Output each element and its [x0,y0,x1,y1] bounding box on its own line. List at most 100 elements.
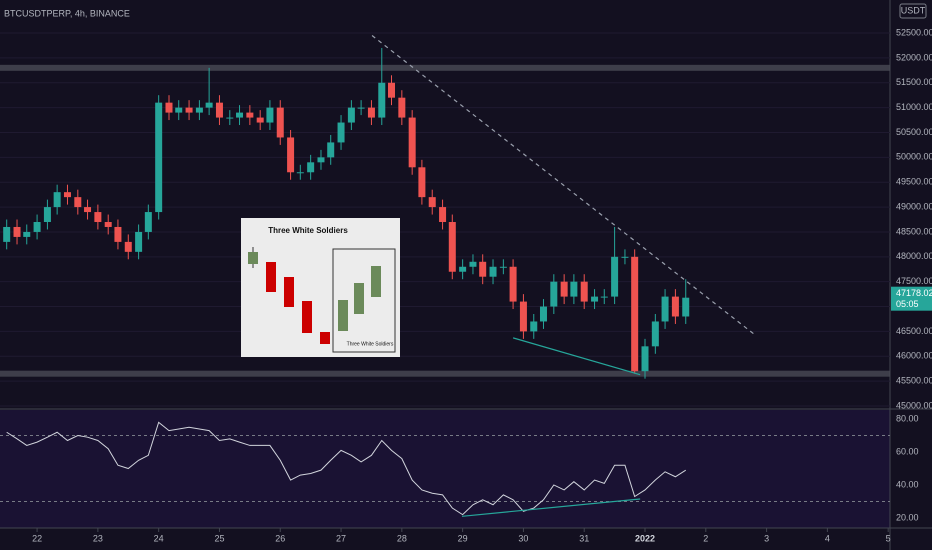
candle-body [580,281,588,302]
candle-body [550,281,558,307]
rsi-line [6,421,687,516]
y-tick-label: 46500.00 [896,326,932,336]
x-tick-label: 30 [518,533,528,543]
candle-body [3,226,11,242]
trendline [461,498,641,517]
trendline [371,35,756,336]
candle-body [539,306,547,322]
candle-body [114,226,122,242]
candle-body [499,266,507,268]
candle-body [347,107,355,123]
candle-body [459,266,467,272]
candle-body [591,296,599,302]
candle-body [611,256,619,297]
x-tick-label: 22 [32,533,42,543]
candle-body [682,297,690,317]
x-tick-label: 4 [825,533,830,543]
candle-body [317,157,325,163]
inset-candle [338,300,348,331]
candle-body [74,197,82,208]
candle-body [661,296,669,322]
y-tick-label: 51500.00 [896,77,932,87]
candle-body [33,222,41,232]
plot [0,32,890,517]
candle-body [246,112,254,118]
price-level [0,370,890,377]
x-tick-label: 3 [764,533,769,543]
candle-body [43,207,51,223]
candle-body [357,107,365,109]
inset-candle [371,266,381,297]
candle-body [448,222,456,272]
inset-candle [266,262,276,292]
y-tick-label: 49500.00 [896,177,932,187]
candle-body [256,117,264,123]
candle-body [631,256,639,372]
y-tick-label: 47500.00 [896,276,932,286]
candle-body [651,321,659,347]
candle-body [671,296,679,317]
candle-body [205,102,213,108]
x-tick-label: 2 [703,533,708,543]
candle-body [367,107,375,118]
candle-body [530,321,538,332]
candle-body [155,102,163,213]
candle-body [276,107,284,138]
y-tick-label: 80.00 [896,413,919,423]
x-tick-label: 27 [336,533,346,543]
inset-caption: Three White Soldiers [347,341,394,347]
y-tick-label: 20.00 [896,512,919,522]
countdown-label: 05:05 [896,299,919,309]
candle-body [388,82,396,98]
candle-body [327,142,335,158]
candle-body [144,212,152,232]
y-tick-label: 45500.00 [896,376,932,386]
candle-body [215,102,223,118]
x-tick-label: 23 [93,533,103,543]
y-tick-label: 60.00 [896,446,919,456]
x-tick-label: 25 [214,533,224,543]
candle-body [195,107,203,113]
price-level [0,64,890,71]
y-tick-label: 52500.00 [896,27,932,37]
candle-body [63,192,71,198]
inset-candle [320,332,330,344]
last-price-tag [891,286,932,311]
candle-body [439,207,447,223]
x-tick-label: 26 [275,533,285,543]
inset-candle [354,283,364,314]
candle-body [479,261,487,277]
inset-image: Three White Soldiers Three White Soldier… [241,218,400,357]
inset-frame [332,248,396,353]
y-tick-label: 45000.00 [896,400,932,410]
candle-body [398,97,406,118]
y-tick-label: 46000.00 [896,351,932,361]
candle-body [287,137,295,173]
candle-body [23,231,31,237]
candle-body [84,207,92,213]
candle-body [337,122,345,143]
candle-body [94,212,102,223]
chart-title: BTCUSDTPERP, 4h, BINANCE [4,8,130,18]
candle-body [307,162,315,173]
candle-body [560,281,568,297]
candle-body [378,82,386,118]
y-tick-label: 50000.00 [896,152,932,162]
last-price-label: 47178.02 [896,288,932,298]
x-tick-label: 28 [397,533,407,543]
inset-candle [248,252,258,264]
candle-body [135,231,143,252]
candle-body [469,261,477,267]
y-tick-label: 48000.00 [896,251,932,261]
candle-body [124,241,132,252]
trendline [512,337,641,376]
candle-body [408,117,416,168]
candle-body [509,266,517,302]
candle-body [53,192,61,208]
y-tick-label: 51000.00 [896,102,932,112]
rsi-pane [0,410,890,528]
x-tick-label: 24 [154,533,164,543]
candle-body [185,107,193,113]
candle-body [570,281,578,297]
